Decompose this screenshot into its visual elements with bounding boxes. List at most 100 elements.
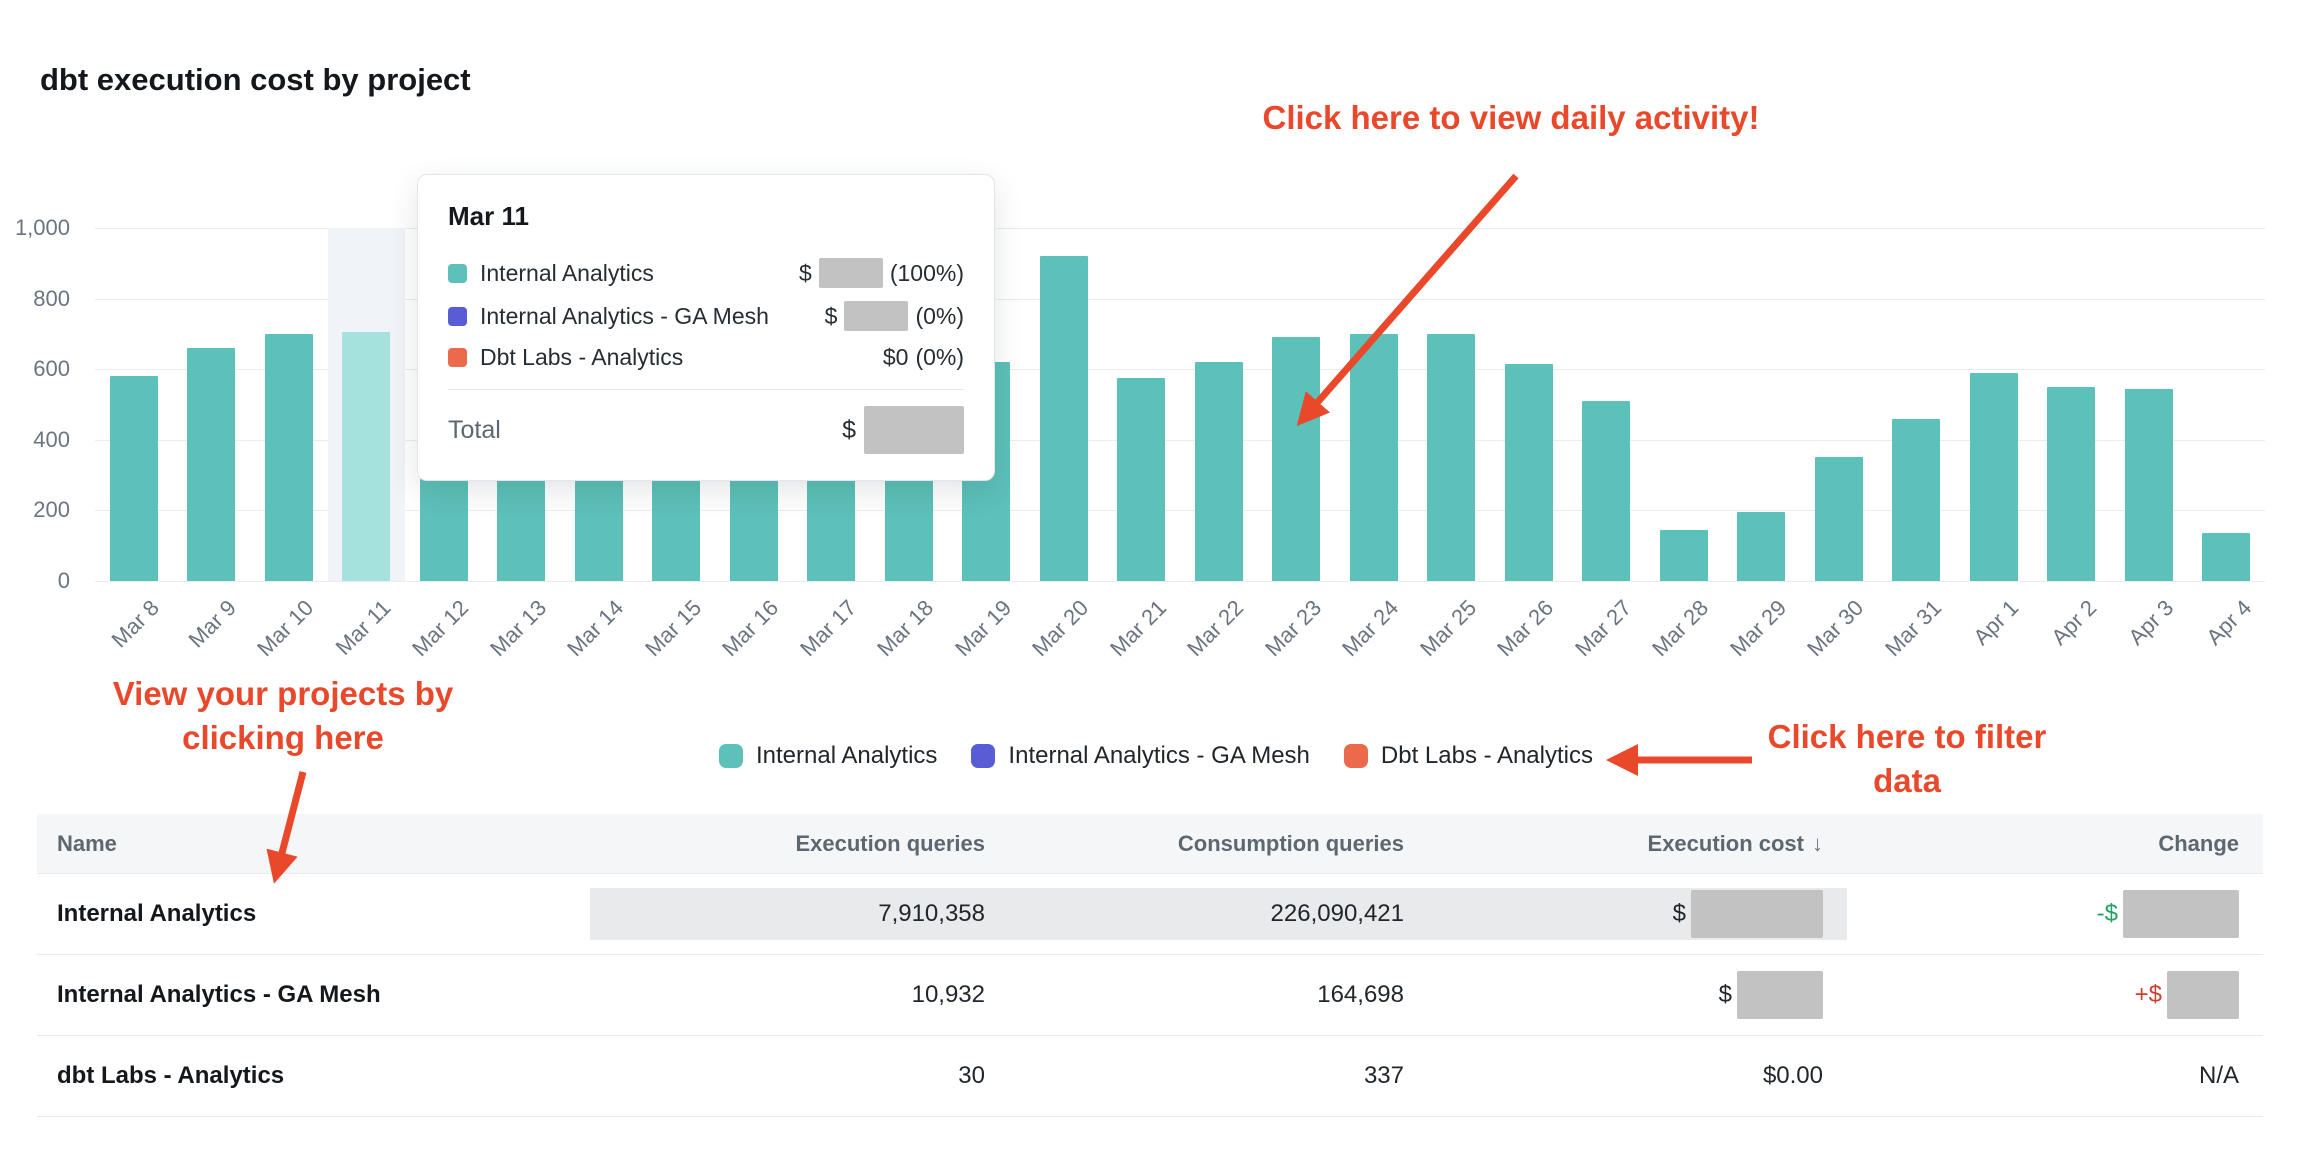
y-axis-tick-label: 400 [33, 426, 70, 452]
bar-slot-mar-21[interactable]: Mar 21 [1103, 228, 1181, 661]
bar-mar-8[interactable] [109, 376, 158, 581]
bar-apr-4[interactable] [2202, 533, 2251, 581]
bar-mar-13[interactable] [497, 478, 546, 581]
bar-slot-mar-18[interactable]: Mar 18 [870, 228, 948, 661]
redacted-total-value [864, 406, 964, 454]
bar-mar-16[interactable] [729, 478, 778, 581]
bar-slot-mar-22[interactable]: Mar 22 [1180, 228, 1258, 661]
execution-cost-value: $0.00 [1428, 1050, 1847, 1102]
bar-mar-28[interactable] [1659, 529, 1708, 581]
bar-slot-mar-31[interactable]: Mar 31 [1878, 228, 1956, 661]
bar-mar-29[interactable] [1737, 512, 1786, 581]
x-axis-label: Mar 14 [562, 595, 629, 662]
bar-mar-22[interactable] [1194, 362, 1243, 581]
project-name[interactable]: Internal Analytics [57, 900, 257, 927]
tooltip-title: Mar 11 [448, 201, 529, 231]
bar-mar-10[interactable] [264, 333, 313, 581]
project-name[interactable]: Internal Analytics - GA Mesh [57, 981, 381, 1008]
x-axis-label: Mar 25 [1414, 595, 1481, 662]
column-header-change[interactable]: Change [1847, 831, 2263, 857]
gridline [95, 298, 2265, 300]
tooltip-series-value: $ (0%) [825, 301, 964, 331]
bar-slot-mar-17[interactable]: Mar 17 [793, 228, 871, 661]
x-axis-label: Apr 3 [2123, 595, 2179, 650]
bar-mar-25[interactable] [1427, 333, 1476, 581]
cell-change: N/A [1847, 1050, 2263, 1102]
redacted-value [1737, 971, 1823, 1019]
bar-slot-mar-24[interactable]: Mar 24 [1335, 228, 1413, 661]
bar-slot-mar-20[interactable]: Mar 20 [1025, 228, 1103, 661]
bar-mar-18[interactable] [884, 478, 933, 581]
column-header-label: Execution queries [795, 830, 985, 856]
column-header-execution-queries[interactable]: Execution queries [590, 831, 1009, 857]
bar-mar-20[interactable] [1039, 256, 1088, 581]
bar-slot-mar-10[interactable]: Mar 10 [250, 228, 328, 661]
bar-slot-mar-16[interactable]: Mar 16 [715, 228, 793, 661]
column-header-execution-cost[interactable]: Execution cost ↓ [1428, 831, 1847, 857]
bar-mar-30[interactable] [1814, 457, 1863, 581]
bar-slot-mar-27[interactable]: Mar 27 [1568, 228, 1646, 661]
chart-legend: Internal Analytics Internal Analytics - G… [0, 742, 2312, 770]
bar-slot-mar-9[interactable]: Mar 9 [173, 228, 251, 652]
bar-slot-mar-12[interactable]: Mar 12 [405, 228, 483, 661]
annotation-daily-activity: Click here to view daily activity! [1262, 99, 1760, 136]
x-axis-label: Mar 23 [1259, 595, 1326, 662]
sort-descending-icon[interactable]: ↓ [1812, 830, 1823, 856]
bar-slot-mar-8[interactable]: Mar 8 [95, 228, 173, 652]
currency-prefix: $ [824, 302, 838, 329]
bar-slot-mar-11[interactable]: Mar 11 [327, 228, 405, 660]
bar-slot-mar-14[interactable]: Mar 14 [560, 228, 638, 661]
bar-mar-23[interactable] [1272, 337, 1321, 581]
bar-mar-11[interactable] [342, 332, 391, 581]
bar-apr-1[interactable] [1969, 372, 2018, 581]
bar-slot-mar-23[interactable]: Mar 23 [1258, 228, 1336, 661]
annotation-view-projects-line2: clicking here [182, 719, 384, 756]
x-axis-label: Mar 15 [639, 595, 706, 662]
bar-mar-21[interactable] [1117, 378, 1166, 581]
column-header-consumption-queries[interactable]: Consumption queries [1009, 831, 1428, 857]
redacted-value [2167, 971, 2239, 1019]
series-swatch [448, 263, 467, 283]
bar-mar-17[interactable] [807, 478, 856, 581]
value-percent: (0%) [915, 302, 964, 329]
bar-apr-2[interactable] [2047, 386, 2096, 581]
x-axis-label: Mar 26 [1492, 595, 1559, 662]
bar-apr-3[interactable] [2124, 388, 2173, 581]
bar-slot-mar-29[interactable]: Mar 29 [1723, 228, 1801, 661]
tooltip-row-internal-analytics: Internal Analytics $ (100%) [448, 258, 964, 288]
tooltip-series-value: $0 (0%) [883, 344, 964, 371]
bar-slot-mar-15[interactable]: Mar 15 [638, 228, 716, 661]
bar-mar-12[interactable] [419, 478, 468, 581]
column-header-name[interactable]: Name [37, 831, 590, 857]
bar-slot-apr-2[interactable]: Apr 2 [2033, 228, 2111, 650]
cell-execution-cost: $ [1428, 888, 1847, 940]
x-axis-label: Mar 8 [105, 595, 164, 653]
bar-slot-apr-3[interactable]: Apr 3 [2110, 228, 2188, 650]
legend-item-internal-analytics-ga-mesh[interactable]: Internal Analytics - GA Mesh [971, 742, 1310, 770]
bar-slot-mar-28[interactable]: Mar 28 [1645, 228, 1723, 661]
execution-queries-value: 30 [590, 1050, 1009, 1102]
bar-slot-apr-1[interactable]: Apr 1 [1955, 228, 2033, 650]
x-axis-label: Mar 20 [1027, 595, 1094, 662]
cell-execution-queries: 30 [590, 1050, 1009, 1102]
bar-mar-15[interactable] [652, 478, 701, 581]
bar-mar-31[interactable] [1892, 418, 1941, 581]
bar-slot-mar-13[interactable]: Mar 13 [483, 228, 561, 661]
execution-queries-value: 7,910,358 [590, 888, 1009, 940]
bar-mar-14[interactable] [574, 478, 623, 581]
bar-mar-27[interactable] [1582, 400, 1631, 581]
bar-mar-26[interactable] [1504, 363, 1553, 581]
tooltip-series-label: Internal Analytics - GA Mesh [480, 302, 769, 329]
bar-mar-9[interactable] [187, 348, 236, 581]
legend-item-internal-analytics[interactable]: Internal Analytics [718, 742, 937, 770]
redacted-value [818, 258, 883, 288]
bar-slot-mar-30[interactable]: Mar 30 [1800, 228, 1878, 661]
project-name[interactable]: dbt Labs - Analytics [57, 1062, 285, 1089]
legend-item-dbt-labs-analytics[interactable]: Dbt Labs - Analytics [1343, 742, 1593, 770]
bar-slot-mar-26[interactable]: Mar 26 [1490, 228, 1568, 661]
bar-slot-apr-4[interactable]: Apr 4 [2188, 228, 2266, 650]
bar-slot-mar-25[interactable]: Mar 25 [1413, 228, 1491, 661]
currency-prefix: $ [799, 259, 812, 286]
bar-mar-24[interactable] [1349, 333, 1398, 581]
legend-swatch-icon [971, 744, 996, 768]
